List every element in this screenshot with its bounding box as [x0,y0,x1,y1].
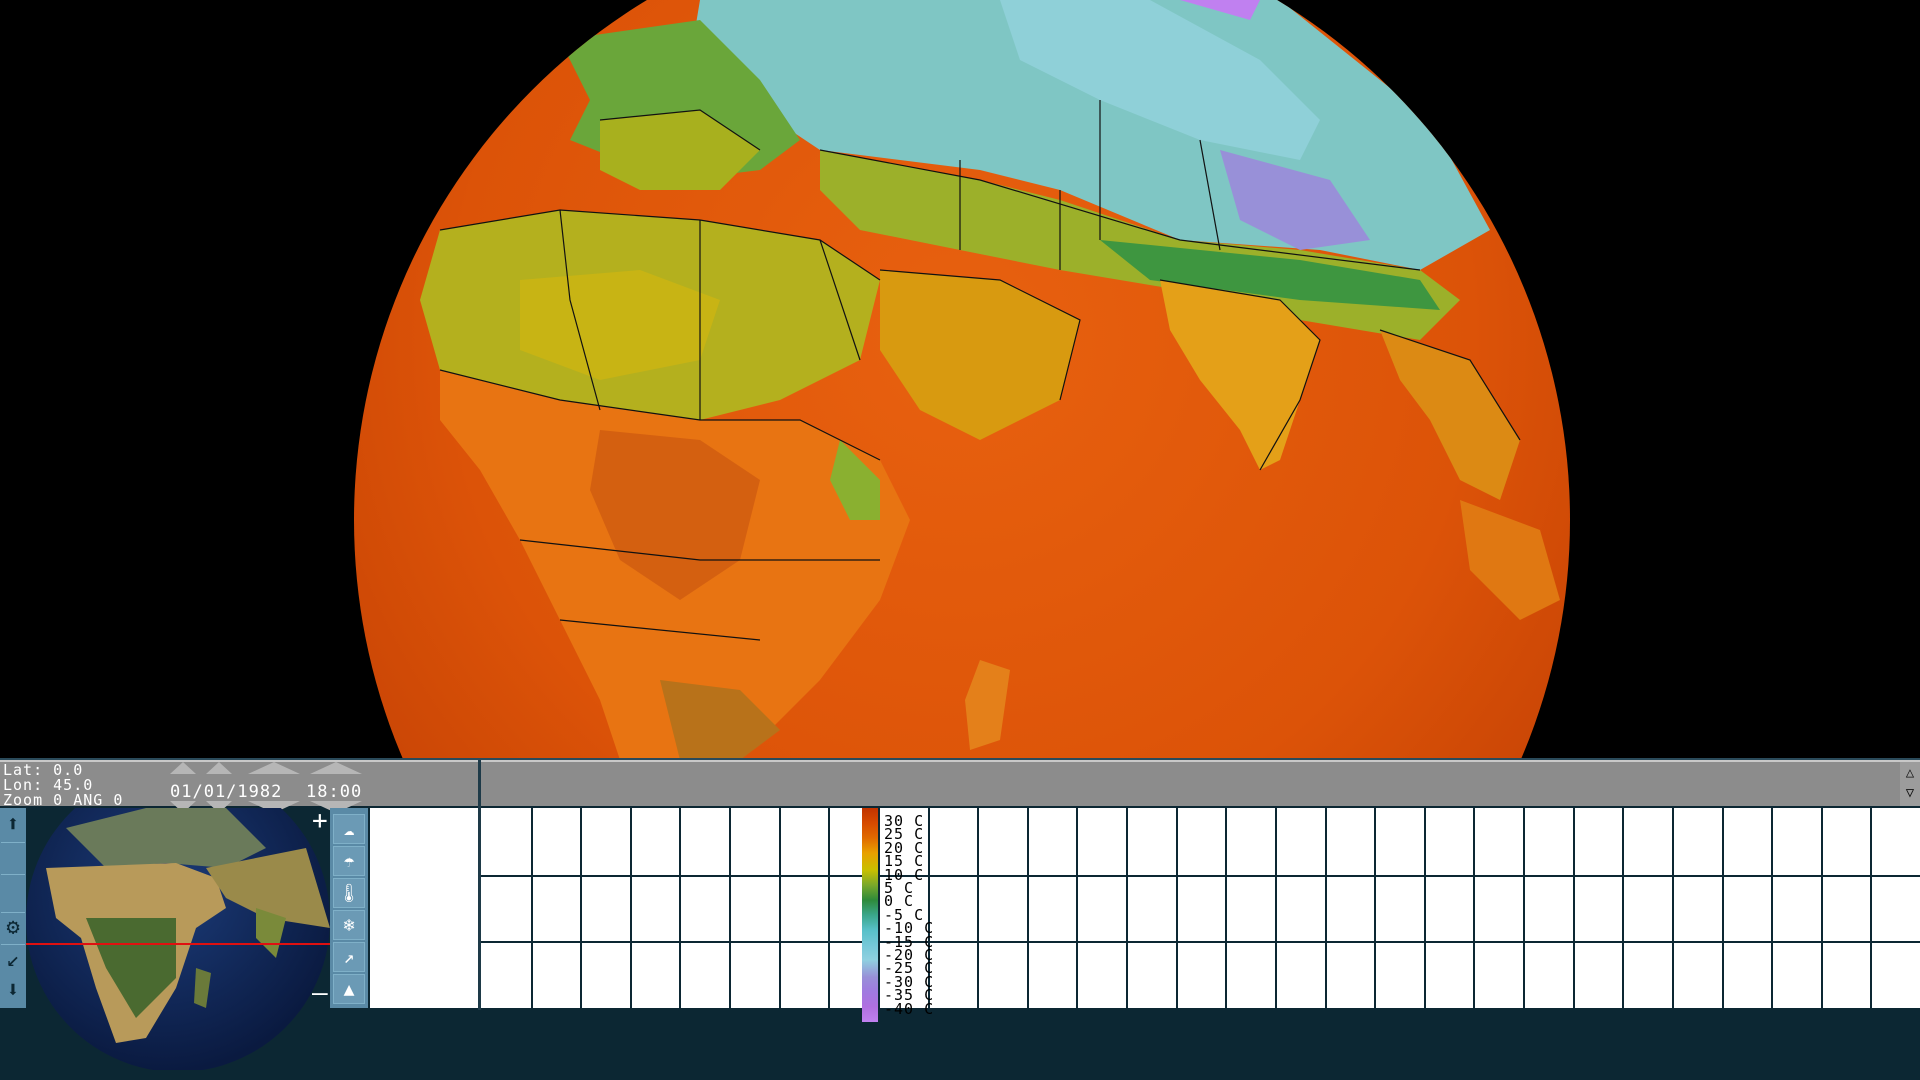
scroll-down-icon[interactable]: ▽ [1905,785,1915,801]
legend-label: 5 C [884,879,915,897]
graph-gridline-vertical [1821,808,1823,1008]
layer-preview-box [370,808,478,1008]
wind-icon[interactable]: ↗ [333,942,365,972]
graph-gridline-vertical [1573,808,1575,1008]
rain-icon[interactable]: ☂ [333,846,365,876]
legend-label: -10 C [884,919,935,938]
scroll-up-icon[interactable]: △ [1905,765,1915,781]
graph-gridline-vertical [977,808,979,1008]
nav-slot-1[interactable] [1,842,25,873]
graph-gridline-vertical [878,808,880,1008]
zoom-readout: Zoom 0 ANG 0 [3,791,124,809]
timeseries-graph[interactable] [481,808,1920,1008]
timeline-strip[interactable] [481,760,1900,806]
graph-gridline-vertical [1374,808,1376,1008]
pan-up-arrow-icon[interactable]: ⬆ [6,812,20,837]
graph-gridline-vertical [779,808,781,1008]
graph-gridline-vertical [580,808,582,1008]
graph-gridline-horizontal [481,941,1920,943]
graph-gridline-vertical [1672,808,1674,1008]
graph-gridline-vertical [729,808,731,1008]
graph-gridline-vertical [1722,808,1724,1008]
graph-gridline-vertical [1225,808,1227,1008]
graph-gridline-vertical [1027,808,1029,1008]
graph-gridline-vertical [1126,808,1128,1008]
graph-gridline-vertical [1176,808,1178,1008]
globe-map[interactable] [0,0,1920,760]
legend-color-bar [862,808,878,1022]
legend-label: -15 C [884,932,935,951]
legend-label: 25 C [884,825,925,844]
legend-label: -20 C [884,946,935,964]
layer-selector: ☁ ☂ 🌡 ❄ ↗ ▲ [330,808,368,1008]
terrain-icon[interactable]: ▲ [333,974,365,1004]
graph-gridline-vertical [1622,808,1624,1008]
reset-arrow-icon[interactable]: ↙ [1,944,25,975]
time-control[interactable]: 18:00 [306,762,368,813]
legend-label: -40 C [884,999,935,1018]
control-panel: Lat: 0.0 Lon: 45.0 Zoom 0 ANG 0 01/01/19… [0,760,1920,1080]
panel-divider [478,760,481,1010]
graph-gridline-vertical [928,808,930,1008]
legend-label: -25 C [884,959,935,978]
cloud-icon[interactable]: ☁ [333,814,365,844]
date-control[interactable]: 01/01/1982 [170,762,300,813]
country-borders [439,100,1521,641]
graph-gridline-vertical [1325,808,1327,1008]
nav-slot-2[interactable] [1,874,25,905]
graph-gridline-vertical [1424,808,1426,1008]
time-value: 18:00 [306,782,363,802]
legend-label: -35 C [884,986,935,1005]
legend-label: 10 C [884,865,925,884]
day-up-arrow-icon[interactable] [170,762,196,774]
globe-viewport[interactable] [0,0,1920,760]
legend-label: 20 C [884,838,925,857]
legend-label: -30 C [884,972,935,991]
graph-gridline-vertical [1076,808,1078,1008]
navigation-column: ⬆ ⚙ ↙ ⬇ [0,808,26,1008]
graph-gridline-vertical [1275,808,1277,1008]
graph-gridline-vertical [1870,808,1872,1008]
graph-gridline-vertical [1523,808,1525,1008]
pan-down-arrow-icon[interactable]: ⬇ [6,978,20,1003]
legend-label: 30 C [884,812,925,830]
date-value: 01/01/1982 [170,782,283,802]
lat-readout: Lat: 0.0 [3,761,84,779]
legend-label: -5 C [884,905,925,924]
graph-gridline-vertical [1473,808,1475,1008]
overview-minimap[interactable] [26,808,330,1070]
land-masses [420,0,1560,760]
thermometer-icon[interactable]: 🌡 [333,878,365,908]
graph-gridline-vertical [531,808,533,1008]
legend-label: 15 C [884,852,925,871]
minimap-zoom-out-button[interactable]: – [312,978,328,1008]
lon-readout: Lon: 45.0 [3,776,94,794]
hour-up-arrow-icon[interactable] [310,762,362,774]
graph-gridline-vertical [828,808,830,1008]
snow-icon[interactable]: ❄ [333,910,365,940]
timeline-scrollbar[interactable]: △ ▽ [1900,760,1920,806]
year-up-arrow-icon[interactable] [248,762,300,774]
graph-gridline-vertical [630,808,632,1008]
graph-gridline-vertical [679,808,681,1008]
graph-gridline-vertical [1771,808,1773,1008]
minimap-zoom-in-button[interactable]: + [312,806,328,836]
position-readout-bar: Lat: 0.0 Lon: 45.0 Zoom 0 ANG 0 01/01/19… [0,760,478,813]
month-up-arrow-icon[interactable] [206,762,232,774]
graph-gridline-horizontal [481,875,1920,877]
settings-gear-icon[interactable]: ⚙ [1,912,25,943]
legend-label: 0 C [884,892,915,911]
